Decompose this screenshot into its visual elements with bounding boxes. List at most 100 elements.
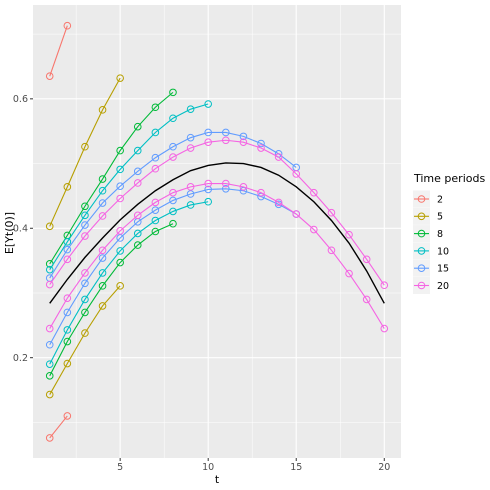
legend-label: 2 — [437, 194, 443, 205]
data-point — [63, 308, 72, 317]
data-point — [186, 144, 195, 152]
plot-panel — [33, 5, 401, 458]
y-axis-title: E[Yt(0)] — [3, 212, 16, 254]
legend-key-point — [417, 281, 426, 290]
data-point — [98, 254, 107, 262]
data-point — [327, 208, 336, 217]
series-line — [49, 285, 121, 395]
data-point — [116, 182, 124, 190]
data-point — [81, 279, 89, 288]
data-point — [186, 190, 195, 198]
data-point — [116, 165, 124, 174]
data-point — [45, 222, 54, 231]
x-tick-label: 15 — [290, 462, 302, 473]
y-axis: 0.2 0.4 0.6 — [13, 94, 33, 364]
data-point — [169, 88, 177, 97]
series-line — [49, 103, 209, 270]
legend-key — [413, 207, 430, 225]
x-tick-label: 20 — [378, 462, 390, 473]
data-point — [81, 308, 89, 317]
data-point — [133, 146, 142, 155]
data-point — [116, 74, 124, 82]
data-point — [81, 232, 89, 240]
legend-key — [413, 225, 430, 243]
series-line — [49, 91, 174, 265]
data-point — [63, 294, 72, 302]
data-point — [98, 106, 107, 114]
series-line — [49, 415, 68, 439]
legend-label: 15 — [437, 264, 449, 275]
data-point — [116, 258, 124, 267]
series-line — [49, 131, 297, 279]
series-line — [49, 201, 209, 365]
data-point — [151, 227, 160, 236]
y-tick-label: 0.6 — [13, 94, 28, 105]
data-point — [362, 255, 371, 264]
data-point — [222, 179, 230, 188]
data-point — [98, 175, 107, 183]
data-point — [310, 188, 318, 197]
data-point — [310, 225, 318, 234]
series-line — [49, 188, 297, 346]
data-point — [45, 280, 54, 289]
data-point — [239, 186, 248, 195]
data-point — [63, 337, 72, 346]
data-point — [133, 229, 142, 238]
x-axis: 5 10 15 20 — [117, 458, 390, 473]
data-point — [98, 212, 107, 220]
data-point — [116, 282, 124, 290]
legend-key — [413, 190, 430, 208]
data-point — [169, 153, 177, 161]
data-point — [362, 295, 371, 304]
data-point — [151, 128, 160, 137]
data-point — [169, 219, 177, 228]
data-point — [116, 194, 124, 203]
data-point — [169, 142, 177, 151]
data-point — [274, 198, 283, 207]
legend-label: 5 — [437, 212, 443, 223]
series-line — [49, 139, 385, 286]
legend: Time periods 2 5 8 10 15 20 — [413, 172, 485, 294]
data-point — [63, 21, 72, 30]
data-point — [222, 184, 230, 193]
data-point — [45, 360, 54, 368]
data-point — [186, 133, 195, 142]
data-point — [186, 201, 195, 209]
data-point — [380, 281, 389, 290]
data-point — [239, 132, 248, 141]
data-point — [45, 72, 54, 80]
data-point — [239, 183, 248, 191]
data-point — [257, 188, 265, 197]
data-point — [151, 164, 160, 173]
data-point — [63, 255, 72, 264]
data-point — [204, 179, 212, 188]
series-line — [49, 25, 68, 77]
data-point — [204, 100, 212, 108]
data-point — [186, 105, 195, 113]
data-point — [116, 247, 124, 255]
data-point — [98, 302, 107, 310]
legend-key-point — [417, 264, 426, 273]
data-point — [133, 211, 142, 220]
data-point — [151, 198, 160, 207]
y-tick-label: 0.4 — [13, 224, 28, 235]
data-point — [81, 142, 89, 151]
data-point — [222, 136, 230, 145]
data-point — [257, 144, 265, 152]
legend-key-point — [417, 212, 426, 221]
data-point — [45, 390, 54, 399]
data-point — [151, 216, 160, 225]
data-point — [292, 210, 301, 218]
data-point — [169, 207, 177, 216]
series-2 — [45, 21, 72, 442]
data-point — [133, 167, 142, 176]
data-point — [63, 412, 72, 420]
legend-key-point — [417, 195, 426, 203]
data-point — [345, 269, 353, 278]
data-point — [116, 234, 124, 242]
legend-key-point — [417, 247, 426, 255]
legend-label: 20 — [437, 281, 449, 292]
x-tick-label: 10 — [202, 462, 214, 473]
data-point — [151, 103, 160, 112]
